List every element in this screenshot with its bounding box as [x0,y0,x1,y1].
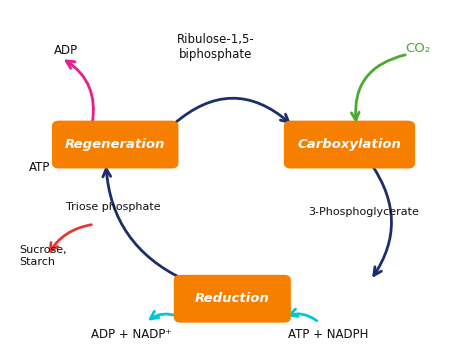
Text: CO₂: CO₂ [406,42,431,55]
Text: Ribulose-1,5-
biphosphate: Ribulose-1,5- biphosphate [177,33,255,61]
FancyBboxPatch shape [174,275,291,323]
Text: ATP: ATP [28,161,50,174]
FancyBboxPatch shape [52,121,178,168]
Text: ATP + NADPH: ATP + NADPH [288,328,368,341]
Text: Sucrose,
Starch: Sucrose, Starch [19,246,67,267]
Text: Reduction: Reduction [195,292,270,305]
FancyBboxPatch shape [284,121,415,168]
Text: Regeneration: Regeneration [65,138,165,151]
Text: ADP: ADP [54,44,78,57]
Text: Triose phosphate: Triose phosphate [65,202,160,212]
Text: Carboxylation: Carboxylation [298,138,401,151]
Text: ADP + NADP⁺: ADP + NADP⁺ [91,328,172,341]
Text: 3-Phosphoglycerate: 3-Phosphoglycerate [308,207,419,217]
